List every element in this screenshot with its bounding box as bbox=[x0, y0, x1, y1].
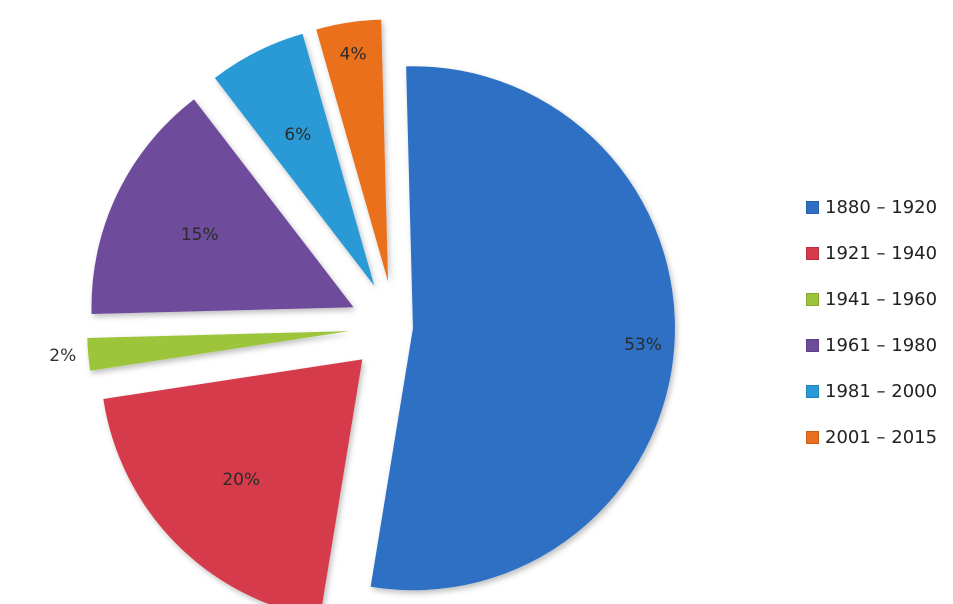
pie-data-labels: 53% 20% 2% 15% 6% 4% bbox=[49, 45, 662, 491]
data-label-5: 6% bbox=[284, 125, 311, 145]
legend-swatch bbox=[806, 247, 819, 260]
chart-legend: 1880 – 1920 1921 – 1940 1941 – 1960 1961 – … bbox=[806, 190, 951, 466]
legend-item-1: 1880 – 1920 bbox=[806, 190, 951, 225]
legend-label: 1880 – 1920 bbox=[825, 197, 938, 218]
pie-slice-2 bbox=[103, 359, 363, 604]
pie-slices bbox=[87, 19, 675, 604]
legend-swatch bbox=[806, 201, 819, 214]
legend-item-2: 1921 – 1940 bbox=[806, 236, 951, 271]
legend-label: 1921 – 1940 bbox=[825, 243, 938, 264]
pie-slice-1 bbox=[370, 66, 675, 591]
legend-item-5: 1981 – 2000 bbox=[806, 374, 951, 409]
data-label-2: 20% bbox=[222, 470, 260, 490]
data-label-4: 15% bbox=[181, 225, 219, 245]
legend-swatch bbox=[806, 293, 819, 306]
legend-swatch bbox=[806, 339, 819, 352]
legend-item-3: 1941 – 1960 bbox=[806, 282, 951, 317]
data-label-3: 2% bbox=[49, 346, 76, 366]
legend-swatch bbox=[806, 431, 819, 444]
pie-slice-6 bbox=[316, 19, 389, 282]
pie-slice-5 bbox=[214, 33, 375, 286]
data-label-6: 4% bbox=[340, 45, 367, 65]
legend-label: 1981 – 2000 bbox=[825, 381, 938, 402]
data-label-1: 53% bbox=[624, 335, 662, 355]
pie-slice-3 bbox=[87, 331, 350, 371]
legend-item-4: 1961 – 1980 bbox=[806, 328, 951, 363]
legend-label: 2001 – 2015 bbox=[825, 427, 938, 448]
legend-item-6: 2001 – 2015 bbox=[806, 420, 951, 455]
legend-swatch bbox=[806, 385, 819, 398]
legend-label: 1941 – 1960 bbox=[825, 289, 938, 310]
legend-label: 1961 – 1980 bbox=[825, 335, 938, 356]
pie-slice-4 bbox=[91, 99, 354, 315]
